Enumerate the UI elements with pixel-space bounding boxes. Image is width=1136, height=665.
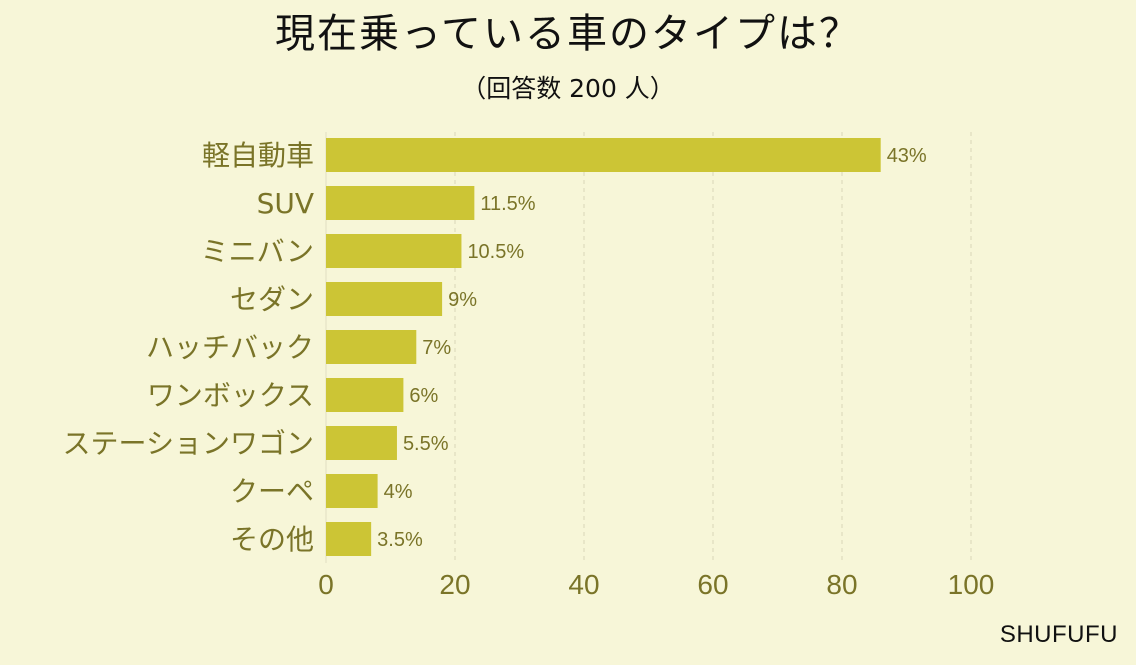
x-tick-label: 20: [439, 569, 470, 600]
data-label: 3.5%: [377, 529, 423, 551]
bar: [326, 234, 462, 268]
brand-label: SHUFUFU: [999, 621, 1118, 648]
x-tick-label: 100: [948, 569, 995, 600]
data-label: 43%: [887, 145, 927, 167]
chart-subtitle: （回答数 200 人）: [461, 74, 675, 103]
data-label: 9%: [448, 289, 477, 311]
x-tick-label: 0: [318, 569, 334, 600]
data-label: 10.5%: [467, 241, 524, 263]
bar: [326, 426, 397, 460]
bar: [326, 522, 372, 556]
data-label: 7%: [422, 337, 451, 359]
data-label: 5.5%: [403, 433, 449, 455]
chart-title: 現在乗っている車のタイプは？: [275, 11, 861, 57]
category-label: ステーションワゴン: [63, 427, 314, 460]
category-label: セダン: [230, 283, 314, 316]
data-label: 6%: [409, 385, 438, 407]
bar: [326, 474, 378, 508]
data-label: 4%: [384, 481, 413, 503]
bar: [326, 138, 881, 172]
data-label: 11.5%: [480, 193, 535, 215]
category-label: SUV: [257, 187, 314, 220]
x-tick-label: 80: [826, 569, 857, 600]
category-label: その他: [230, 523, 314, 556]
category-label: ミニバン: [201, 235, 314, 268]
x-tick-label: 60: [697, 569, 728, 600]
bar: [326, 186, 475, 220]
category-label: クーペ: [230, 475, 314, 508]
bar: [326, 282, 443, 316]
category-label: ハッチバック: [146, 331, 314, 364]
x-tick-label: 40: [568, 569, 599, 600]
category-label: ワンボックス: [147, 379, 314, 412]
bar: [326, 378, 404, 412]
category-label: 軽自動車: [202, 139, 314, 172]
bar: [326, 330, 417, 364]
